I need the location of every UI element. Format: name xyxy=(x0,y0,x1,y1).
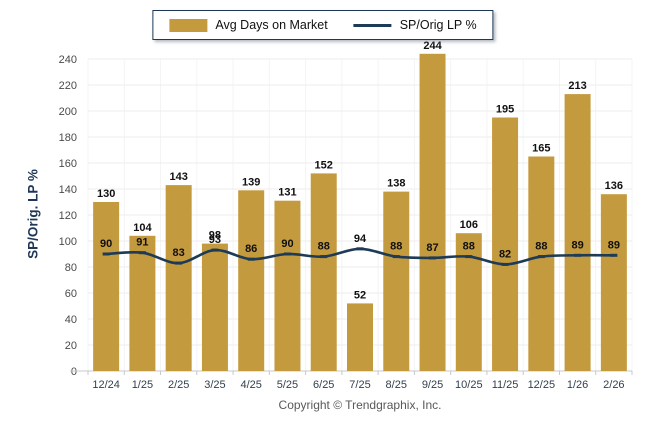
y-tick-label: 40 xyxy=(65,314,77,326)
y-tick-label: 140 xyxy=(59,184,77,196)
line-value-label: 87 xyxy=(426,242,438,254)
line-value-label: 88 xyxy=(318,241,330,253)
line-value-label: 88 xyxy=(535,241,547,253)
bar xyxy=(564,94,591,371)
bar-value-label: 138 xyxy=(387,178,405,190)
bar xyxy=(383,191,410,371)
bar xyxy=(492,117,519,371)
bar-value-label: 52 xyxy=(354,289,366,301)
line-value-label: 91 xyxy=(136,237,148,249)
x-tick-label: 2/25 xyxy=(168,379,189,391)
bar-value-label: 136 xyxy=(605,180,623,192)
x-tick-label: 6/25 xyxy=(313,379,334,391)
line-value-label: 90 xyxy=(281,238,293,250)
y-tick-label: 80 xyxy=(65,262,77,274)
line-value-label: 90 xyxy=(100,238,112,250)
bar-value-label: 195 xyxy=(496,104,514,116)
line-value-label: 89 xyxy=(571,239,583,251)
bar xyxy=(238,190,265,371)
line-value-label: 94 xyxy=(354,233,367,245)
line-value-label: 93 xyxy=(209,234,221,246)
bar xyxy=(93,202,120,371)
bar-value-label: 139 xyxy=(242,176,260,188)
x-tick-label: 10/25 xyxy=(455,379,483,391)
line-value-label: 88 xyxy=(463,241,475,253)
y-tick-label: 100 xyxy=(59,236,77,248)
copyright-text: Copyright © Trendgraphix, Inc. xyxy=(278,398,442,412)
x-tick-label: 4/25 xyxy=(240,379,261,391)
x-tick-label: 12/24 xyxy=(92,379,120,391)
bar-value-label: 244 xyxy=(423,40,442,52)
legend-item-avg-days[interactable]: Avg Days on Market xyxy=(169,18,328,32)
line-value-label: 86 xyxy=(245,243,257,255)
bar-swatch-icon xyxy=(169,18,208,32)
bar-value-label: 213 xyxy=(568,80,586,92)
x-tick-label: 11/25 xyxy=(492,379,519,391)
legend-item-sp-orig[interactable]: SP/Orig LP % xyxy=(353,18,477,32)
bar xyxy=(528,156,555,371)
line-value-label: 88 xyxy=(390,241,402,253)
bar xyxy=(165,185,192,371)
x-tick-label: 7/25 xyxy=(349,379,370,391)
x-tick-label: 1/25 xyxy=(132,379,153,391)
y-tick-label: 180 xyxy=(59,132,77,144)
bar xyxy=(129,235,156,371)
y-tick-label: 160 xyxy=(59,158,77,170)
line-value-label: 89 xyxy=(608,239,620,251)
bar-value-label: 98 xyxy=(209,230,221,242)
bar-value-label: 165 xyxy=(532,143,550,155)
x-tick-label: 2/26 xyxy=(603,379,624,391)
bar xyxy=(274,200,301,371)
legend-label-sp-orig: SP/Orig LP % xyxy=(399,18,477,32)
bar xyxy=(419,53,446,372)
x-tick-label: 5/25 xyxy=(277,379,298,391)
bar xyxy=(347,303,373,371)
y-tick-label: 0 xyxy=(71,366,77,378)
bar xyxy=(600,194,627,371)
line-swatch-icon xyxy=(353,23,392,27)
legend-label-avg-days: Avg Days on Market xyxy=(215,18,328,32)
y-tick-label: 240 xyxy=(59,54,77,66)
bar-value-label: 143 xyxy=(169,171,187,183)
x-tick-label: 9/25 xyxy=(422,379,443,391)
bar xyxy=(310,173,337,371)
bar-value-label: 130 xyxy=(97,188,115,200)
line-value-label: 82 xyxy=(499,248,511,260)
y-tick-label: 200 xyxy=(59,106,77,118)
y-tick-label: 20 xyxy=(65,340,77,352)
y-axis-title: SP/Orig. LP % xyxy=(25,169,41,259)
y-tick-label: 120 xyxy=(59,210,77,222)
x-tick-label: 3/25 xyxy=(204,379,225,391)
y-tick-label: 220 xyxy=(59,80,77,92)
bar xyxy=(455,233,482,371)
x-tick-label: 1/26 xyxy=(567,379,588,391)
bar xyxy=(201,243,228,371)
x-tick-label: 8/25 xyxy=(386,379,407,391)
x-tick-label: 12/25 xyxy=(528,379,556,391)
line-value-label: 83 xyxy=(173,247,185,259)
bar-value-label: 152 xyxy=(315,159,333,171)
bar-value-label: 106 xyxy=(460,219,478,231)
chart-legend: Avg Days on Market SP/Orig LP % xyxy=(152,10,494,40)
bar-value-label: 104 xyxy=(133,222,152,234)
y-tick-label: 60 xyxy=(65,288,77,300)
bar-value-label: 131 xyxy=(278,187,296,199)
